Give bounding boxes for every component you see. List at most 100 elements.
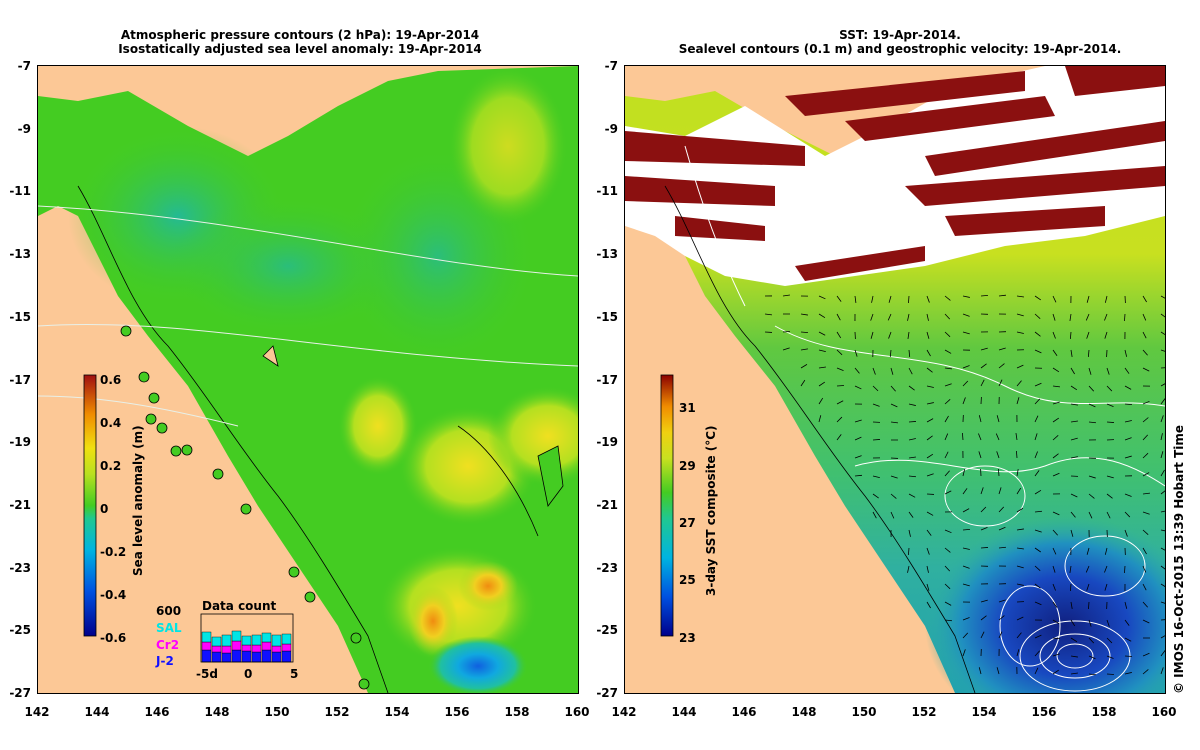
velocity-arrow	[1124, 655, 1133, 657]
velocity-arrow	[926, 418, 934, 423]
velocity-arrow	[854, 385, 862, 390]
velocity-arrow	[1088, 637, 1095, 644]
velocity-arrow	[1160, 490, 1165, 495]
velocity-arrow	[854, 455, 862, 459]
velocity-arrow	[1124, 437, 1132, 441]
velocity-arrow	[1160, 433, 1163, 441]
sst-map-panel: 31 29 27 25 23 3-day SST composite (°C)	[624, 65, 1166, 694]
velocity-arrow	[1052, 453, 1059, 459]
velocity-arrow	[764, 313, 772, 316]
velocity-arrow	[1124, 385, 1132, 390]
velocity-arrow	[907, 313, 910, 321]
velocity-arrow	[1124, 601, 1128, 609]
velocity-arrow	[1069, 565, 1072, 573]
velocity-arrow	[998, 599, 1006, 603]
sealevel-contours	[684, 145, 1165, 692]
velocity-arrow	[978, 667, 982, 675]
x-tick-label: 152	[911, 705, 937, 719]
velocity-arrow	[890, 421, 898, 424]
velocity-arrow	[1052, 637, 1061, 640]
velocity-arrow	[962, 488, 968, 495]
y-tick-label: -19	[596, 435, 618, 450]
velocity-arrow	[1016, 507, 1024, 513]
velocity-arrow	[998, 294, 1007, 297]
velocity-arrow	[1052, 547, 1057, 555]
velocity-arrow	[1160, 295, 1165, 299]
sla-cbar-tick: 0.4	[100, 416, 121, 430]
velocity-arrow	[1142, 529, 1149, 535]
x-tick-label: 156	[444, 705, 470, 719]
right-title-line2: Sealevel contours (0.1 m) and geostrophi…	[678, 42, 1122, 56]
velocity-arrow	[1015, 433, 1018, 441]
velocity-arrow	[944, 529, 952, 534]
velocity-arrow	[1160, 601, 1165, 604]
velocity-arrow	[998, 487, 1002, 495]
data-count-max: 600	[156, 604, 181, 618]
y-tick-label: -17	[596, 372, 618, 387]
velocity-arrow	[872, 493, 879, 499]
sla-map: 0.6 0.4 0.2 0 -0.2 -0.4 -0.6 Sea level a…	[38, 66, 578, 693]
velocity-arrow	[1070, 619, 1076, 627]
velocity-arrow	[1142, 601, 1148, 608]
data-count-bar	[261, 649, 272, 663]
velocity-arrow	[1124, 403, 1133, 406]
velocity-arrow	[1034, 398, 1041, 405]
velocity-arrow	[1142, 452, 1149, 459]
velocity-arrow	[995, 433, 1000, 441]
data-count-bar	[251, 644, 262, 653]
velocity-arrow	[1106, 475, 1114, 479]
velocity-arrow	[908, 295, 910, 304]
sst-cbar-tick: 23	[679, 631, 696, 645]
velocity-arrow	[1070, 456, 1078, 459]
velocity-arrow	[800, 348, 808, 351]
x-tick-label: 154	[384, 705, 410, 719]
data-count-title: Data count	[202, 599, 277, 613]
y-tick-label: -27	[9, 686, 31, 700]
velocity-arrow	[944, 547, 951, 553]
velocity-arrow	[944, 451, 949, 459]
y-tick-label: -21	[9, 497, 31, 512]
velocity-arrow	[1052, 367, 1060, 373]
velocity-arrow	[1142, 669, 1149, 675]
tide-gauge-markers	[120, 325, 370, 690]
data-count-bar	[281, 643, 292, 652]
velocity-arrow	[1124, 565, 1126, 574]
velocity-arrow	[1142, 472, 1150, 477]
data-count-inset: Data count 600 SAL Cr2 J-2 -5d 0 5	[155, 599, 298, 681]
velocity-arrow	[870, 331, 874, 339]
velocity-arrow	[926, 402, 934, 405]
velocity-arrow	[1034, 331, 1041, 337]
velocity-arrow	[1034, 382, 1042, 387]
velocity-arrow	[1086, 547, 1090, 555]
velocity-arrow	[1088, 385, 1095, 392]
velocity-arrow	[1052, 653, 1060, 657]
velocity-arrow	[854, 367, 860, 374]
sla-colorbar-label: Sea level anomaly (m)	[131, 425, 145, 576]
velocity-arrow	[907, 331, 910, 339]
velocity-arrow	[1142, 492, 1150, 495]
velocity-arrow	[1160, 331, 1165, 336]
velocity-arrow	[908, 511, 914, 518]
velocity-arrow	[1016, 649, 1020, 657]
velocity-arrow	[872, 367, 876, 375]
velocity-arrow	[1106, 655, 1114, 659]
velocity-arrow	[1070, 403, 1078, 406]
velocity-arrow	[1034, 295, 1042, 301]
velocity-arrow	[1104, 583, 1108, 591]
velocity-arrow	[1070, 583, 1072, 592]
velocity-arrow	[872, 403, 880, 407]
sst-colorbar-label: 3-day SST composite (°C)	[704, 425, 718, 596]
left-title-line2: Isostatically adjusted sea level anomaly…	[118, 42, 482, 56]
data-count-bar	[231, 649, 242, 663]
velocity-arrow	[980, 599, 988, 603]
velocity-arrow	[1088, 403, 1096, 408]
y-tick-label: -25	[596, 623, 618, 638]
sst-cbar-tick: 31	[679, 401, 696, 415]
velocity-arrow	[962, 565, 970, 569]
x-tick-label: 152	[324, 705, 350, 719]
left-title: Atmospheric pressure contours (2 hPa): 1…	[90, 28, 510, 56]
velocity-arrow	[1124, 637, 1132, 642]
velocity-arrow	[908, 493, 916, 498]
velocity-arrow	[1016, 528, 1024, 531]
velocity-arrow	[1034, 667, 1039, 675]
